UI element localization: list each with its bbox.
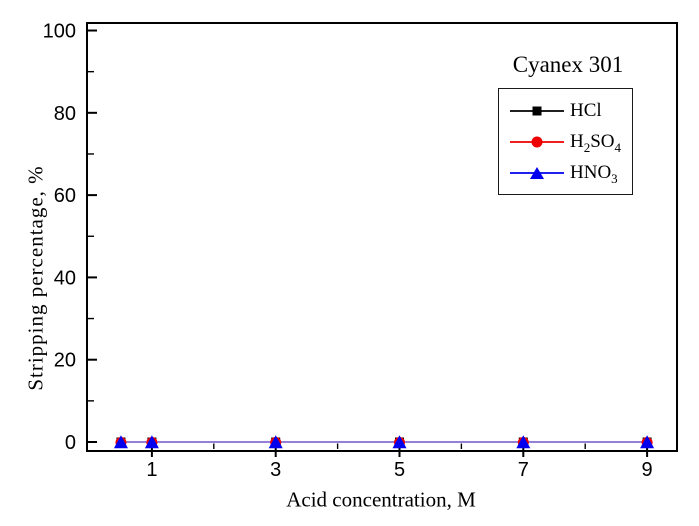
legend-circle-icon	[510, 136, 564, 147]
legend-item-hcl: HCl	[510, 101, 632, 120]
y-tick-label: 80	[54, 103, 76, 125]
y-tick-label: 60	[54, 185, 76, 207]
marker-triangle-hno3	[516, 435, 531, 449]
x-tick-label: 7	[518, 459, 529, 481]
y-tick-label: 40	[54, 267, 76, 289]
y-tick-label: 0	[65, 432, 76, 454]
marker-triangle-hno3	[392, 435, 407, 449]
legend-item-h2so4: H2SO4	[510, 131, 632, 155]
legend-label-hno3: HNO3	[570, 162, 618, 186]
legend-item-hno3: HNO3	[510, 162, 632, 186]
y-tick-label: 100	[43, 21, 76, 43]
legend-title: Cyanex 301	[512, 52, 624, 77]
legend-square-icon	[510, 106, 564, 115]
plot-frame	[86, 22, 678, 452]
legend-label-hcl: HCl	[570, 100, 602, 121]
legend-label-h2so4: H2SO4	[570, 131, 622, 155]
marker-triangle-hno3	[640, 435, 655, 449]
legend-triangle-icon	[510, 166, 564, 179]
legend: HCl H2SO4 HNO3	[498, 88, 633, 195]
x-tick-label: 9	[642, 459, 653, 481]
y-tick-label: 20	[54, 350, 76, 372]
x-axis-title: Acid concentration, M	[286, 487, 476, 512]
y-axis-title: Stripping percentage, %	[23, 165, 48, 391]
x-tick-label: 1	[146, 459, 157, 481]
marker-triangle-hno3	[144, 435, 159, 449]
marker-triangle-hno3	[268, 435, 283, 449]
x-tick-label: 3	[270, 459, 281, 481]
marker-triangle-hno3	[113, 435, 128, 449]
x-tick-label: 5	[394, 459, 405, 481]
